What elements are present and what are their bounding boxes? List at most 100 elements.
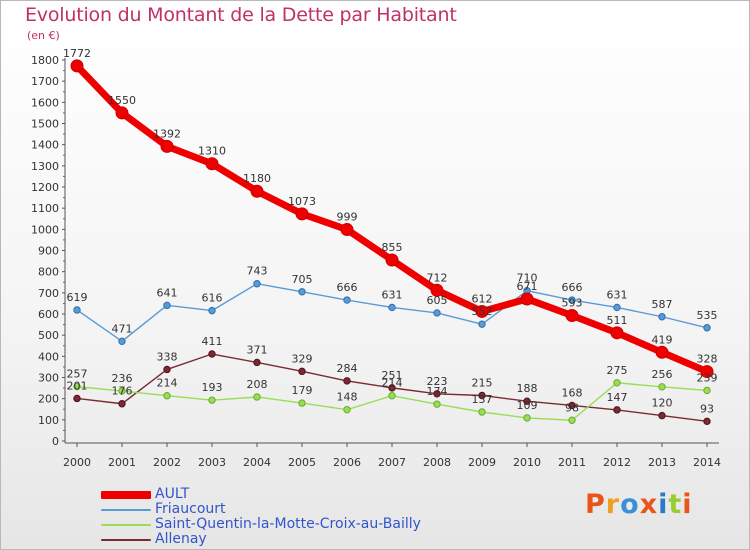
logo-letter: o <box>620 489 640 520</box>
data-point <box>250 184 264 198</box>
legend-label: Friaucourt <box>155 501 226 517</box>
legend-label: Saint-Quentin-la-Motte-Croix-au-Bailly <box>155 516 421 532</box>
x-tick-label: 2007 <box>378 456 406 469</box>
data-label: 471 <box>112 322 133 335</box>
data-label: 712 <box>427 271 448 284</box>
data-label: 999 <box>337 211 358 224</box>
data-point <box>115 106 129 120</box>
data-label: 236 <box>112 372 133 385</box>
data-label: 616 <box>202 292 223 305</box>
data-point <box>433 309 441 317</box>
data-label: 705 <box>292 273 313 286</box>
x-tick-label: 2002 <box>153 456 181 469</box>
legend-swatch <box>101 491 151 499</box>
x-tick-label: 2011 <box>558 456 586 469</box>
data-point <box>658 313 666 321</box>
legend-swatch <box>101 539 151 541</box>
x-tick-label: 2010 <box>513 456 541 469</box>
y-tick-label: 1700 <box>31 75 59 88</box>
data-label: 193 <box>202 381 223 394</box>
data-point <box>340 223 354 237</box>
data-label: 1073 <box>288 195 316 208</box>
data-label: 710 <box>517 272 538 285</box>
data-point <box>613 379 621 387</box>
data-label: 215 <box>472 376 493 389</box>
data-label: 619 <box>67 291 88 304</box>
data-label: 328 <box>697 353 718 366</box>
data-label: 174 <box>427 385 448 398</box>
data-point <box>520 292 534 306</box>
legend-item: Allenay <box>101 531 461 547</box>
data-label: 552 <box>472 305 493 318</box>
logo-letter: P <box>585 489 606 520</box>
data-label: 666 <box>337 281 358 294</box>
y-tick-label: 200 <box>38 393 59 406</box>
x-tick-label: 2001 <box>108 456 136 469</box>
data-point <box>388 392 396 400</box>
data-label: 329 <box>292 352 313 365</box>
data-label: 284 <box>337 362 358 375</box>
data-label: 855 <box>382 241 403 254</box>
data-point <box>568 296 576 304</box>
legend-label: AULT <box>155 486 190 502</box>
data-label: 257 <box>67 368 88 381</box>
data-point <box>703 386 711 395</box>
data-point <box>205 157 219 171</box>
data-label: 1550 <box>108 94 136 107</box>
y-tick-label: 800 <box>38 266 59 279</box>
data-point <box>475 304 489 318</box>
data-point <box>388 303 396 312</box>
y-tick-label: 1400 <box>31 139 59 152</box>
data-point <box>208 396 216 404</box>
data-point <box>658 383 666 391</box>
data-label: 214 <box>157 377 178 390</box>
data-point <box>160 139 174 153</box>
data-label: 137 <box>472 393 493 406</box>
data-point <box>568 401 576 410</box>
data-point <box>703 324 711 332</box>
x-tick-label: 2012 <box>603 456 631 469</box>
x-tick-label: 2014 <box>693 456 721 469</box>
data-point <box>658 411 666 420</box>
data-label: 1310 <box>198 145 226 158</box>
data-point <box>298 367 306 376</box>
x-tick-label: 2009 <box>468 456 496 469</box>
y-tick-label: 400 <box>38 350 59 363</box>
data-label: 223 <box>427 375 448 388</box>
data-label: 147 <box>607 391 628 404</box>
legend-item: AULT <box>101 486 461 502</box>
data-point <box>70 59 84 73</box>
y-axis-unit-label: (en €) <box>27 29 60 42</box>
y-tick-label: 1600 <box>31 96 59 109</box>
data-point <box>253 393 261 401</box>
y-tick-label: 1800 <box>31 54 59 67</box>
data-label: 93 <box>700 402 714 415</box>
data-label: 511 <box>607 314 628 327</box>
data-label: 411 <box>202 335 223 348</box>
data-point <box>163 301 171 310</box>
data-point <box>433 390 441 398</box>
data-label: 208 <box>247 378 268 391</box>
data-label: 587 <box>652 298 673 311</box>
x-tick-label: 2005 <box>288 456 316 469</box>
data-label: 631 <box>382 288 403 301</box>
data-point <box>613 303 621 312</box>
data-point <box>298 288 306 296</box>
data-point <box>703 417 711 426</box>
data-point <box>385 253 399 267</box>
data-point <box>73 306 81 314</box>
y-tick-label: 0 <box>52 435 59 448</box>
data-point <box>253 280 261 288</box>
data-point <box>208 350 216 358</box>
y-tick-label: 1200 <box>31 181 59 194</box>
data-label: 743 <box>247 265 268 278</box>
data-point <box>565 308 579 322</box>
data-label: 148 <box>337 391 358 404</box>
logo-letter: i <box>658 489 669 520</box>
data-point <box>163 365 171 374</box>
y-tick-label: 1300 <box>31 160 59 173</box>
data-point <box>118 400 126 408</box>
y-tick-label: 1500 <box>31 118 59 131</box>
data-label: 109 <box>517 399 538 412</box>
